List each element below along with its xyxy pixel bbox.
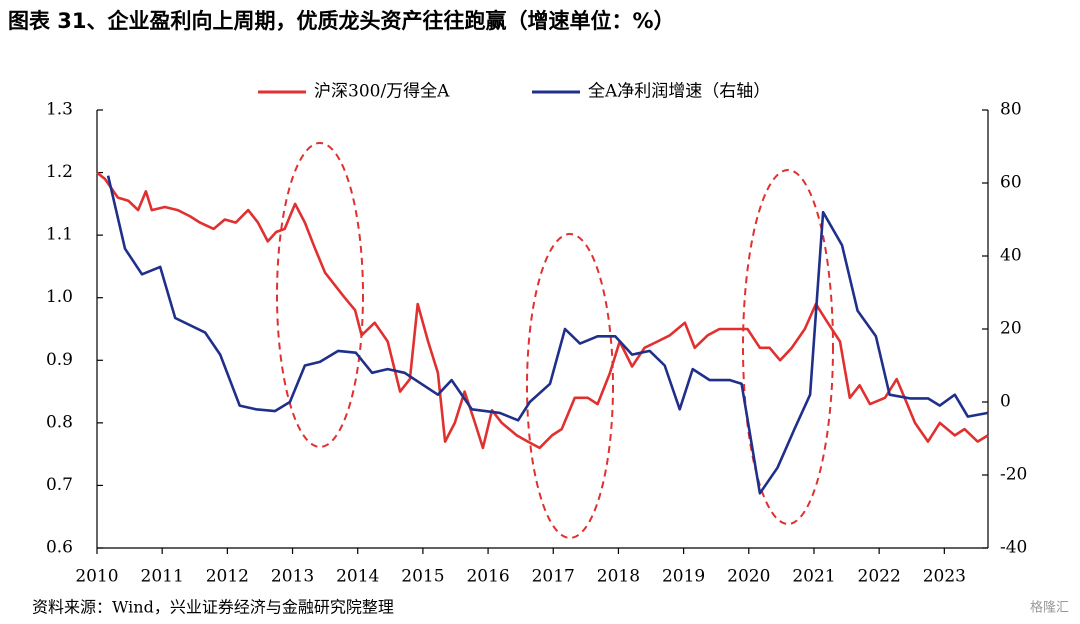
- x-tick-label: 2011: [141, 567, 184, 587]
- y2-tick-label: -20: [1000, 465, 1027, 485]
- chart-title: 图表 31、企业盈利向上周期，优质龙头资产往往跑赢（增速单位：%）: [8, 9, 675, 33]
- source-note: 资料来源：Wind，兴业证券经济与金融研究院整理: [32, 598, 394, 617]
- y2-tick-label: 20: [1000, 319, 1022, 339]
- y-tick-label: 0.7: [46, 475, 73, 495]
- highlight-ellipse: [276, 142, 364, 448]
- x-tick-label: 2013: [271, 567, 314, 587]
- x-tick-label: 2012: [206, 567, 249, 587]
- y2-tick-label: 40: [1000, 246, 1022, 266]
- x-tick-label: 2019: [662, 567, 705, 587]
- x-tick-label: 2021: [792, 567, 835, 587]
- x-tick-label: 2017: [532, 567, 575, 587]
- y-tick-label: 1.3: [46, 100, 73, 120]
- series-line: [96, 171, 989, 450]
- x-tick-label: 2020: [727, 567, 770, 587]
- x-tick-label: 2010: [75, 567, 118, 587]
- x-tick-label: 2023: [923, 567, 966, 587]
- x-tick-label: 2014: [336, 567, 379, 587]
- highlight-ellipse: [742, 169, 834, 525]
- x-tick-label: 2018: [597, 567, 640, 587]
- series-line: [106, 175, 989, 495]
- y2-tick-label: -40: [1000, 538, 1027, 558]
- x-tick-label: 2015: [401, 567, 444, 587]
- legend-label: 全A净利润增速（右轴）: [588, 82, 770, 102]
- y-tick-label: 0.6: [46, 538, 73, 558]
- y-tick-label: 1.1: [46, 225, 73, 245]
- highlight-ellipse: [526, 233, 614, 539]
- y-tick-label: 0.8: [46, 412, 73, 432]
- legend-label: 沪深300/万得全A: [314, 82, 450, 102]
- y2-tick-label: 80: [1000, 100, 1022, 120]
- y-tick-label: 1.0: [46, 287, 73, 307]
- y2-tick-label: 60: [1000, 173, 1022, 193]
- watermark: 格隆汇: [1030, 600, 1069, 616]
- y-tick-label: 1.2: [46, 162, 73, 182]
- x-tick-label: 2016: [466, 567, 509, 587]
- y-tick-label: 0.9: [46, 350, 73, 370]
- y2-tick-label: 0: [1000, 392, 1011, 412]
- x-tick-label: 2022: [858, 567, 901, 587]
